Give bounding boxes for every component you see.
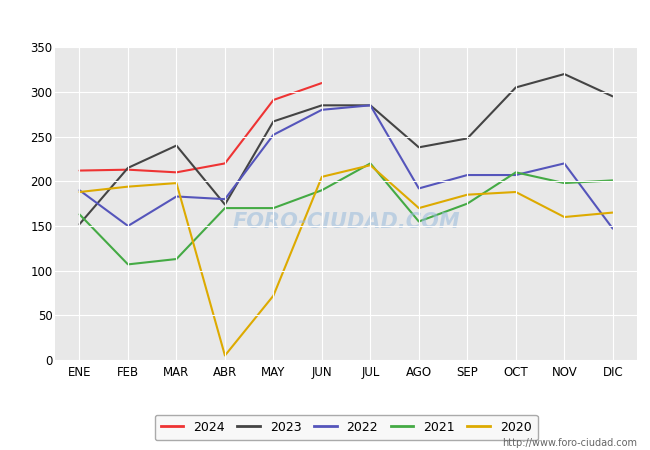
- Text: http://www.foro-ciudad.com: http://www.foro-ciudad.com: [502, 438, 637, 448]
- Text: FORO-CIUDAD.COM: FORO-CIUDAD.COM: [232, 212, 460, 232]
- Legend: 2024, 2023, 2022, 2021, 2020: 2024, 2023, 2022, 2021, 2020: [155, 415, 538, 440]
- Text: Matriculaciones de Vehiculos en Mijas: Matriculaciones de Vehiculos en Mijas: [173, 12, 477, 27]
